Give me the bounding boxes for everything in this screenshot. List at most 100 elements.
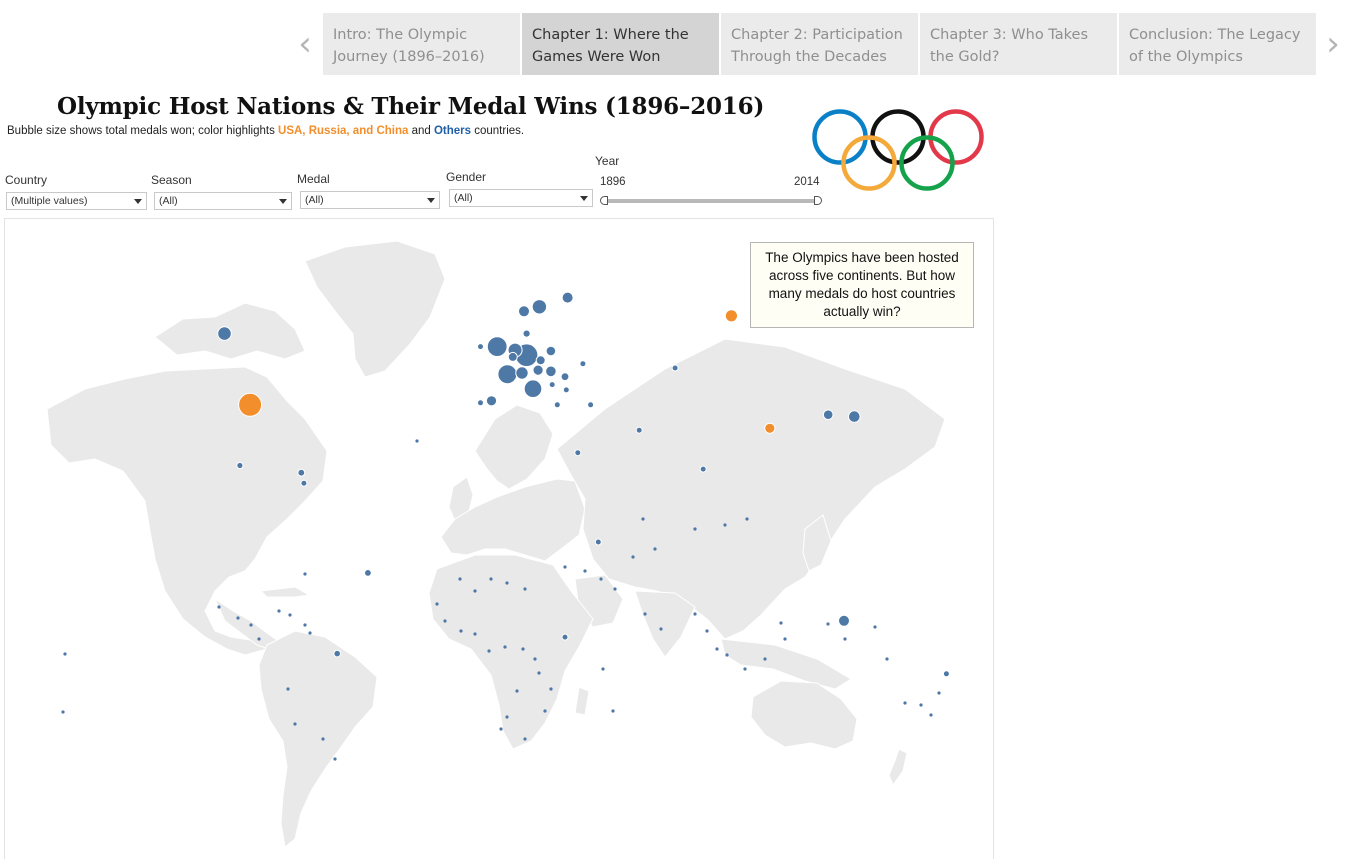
bubble-japan[interactable]: Japan xyxy=(848,410,861,423)
bubble-new-zealand[interactable]: New Zealand xyxy=(942,670,950,678)
map-panel[interactable]: USAGermanyUKFranceItalySwedenNetherlands… xyxy=(4,218,994,859)
country-point[interactable] xyxy=(743,667,747,671)
year-slider-max-handle[interactable] xyxy=(814,196,822,205)
country-point[interactable] xyxy=(583,569,587,573)
year-slider-min-handle[interactable] xyxy=(600,196,608,205)
next-story-point-icon[interactable]: › xyxy=(1326,24,1340,64)
bubble-sweden[interactable]: Sweden xyxy=(531,299,548,315)
bubble-usa[interactable]: USA xyxy=(238,392,263,417)
country-point[interactable] xyxy=(723,523,727,527)
country-point[interactable] xyxy=(277,609,281,613)
bubble-finland[interactable]: Finland xyxy=(561,291,574,304)
bubble-argentina[interactable]: Argentina xyxy=(333,649,342,658)
country-point[interactable] xyxy=(643,612,647,616)
bubble-india[interactable]: India xyxy=(699,465,707,473)
country-point[interactable] xyxy=(308,631,312,635)
country-point[interactable] xyxy=(523,587,527,591)
country-point[interactable] xyxy=(505,715,509,719)
bubble-turkey[interactable]: Turkey xyxy=(587,401,595,409)
country-point[interactable] xyxy=(937,691,941,695)
country-point[interactable] xyxy=(435,602,439,606)
bubble-russia[interactable]: Russia xyxy=(724,309,739,323)
bubble-cuba[interactable]: Cuba xyxy=(297,468,306,477)
country-point[interactable] xyxy=(257,637,261,641)
bubble-hungary[interactable]: Hungary xyxy=(545,365,557,378)
bubble-south-africa[interactable]: South Africa xyxy=(561,633,569,641)
country-point[interactable] xyxy=(249,623,253,627)
country-point[interactable] xyxy=(715,647,719,651)
country-point[interactable] xyxy=(499,727,503,731)
gender-filter-select[interactable]: (All) xyxy=(449,189,593,207)
bubble-ireland[interactable]: Ireland xyxy=(477,343,484,351)
bubble-portugal[interactable]: Portugal xyxy=(477,399,484,407)
country-point[interactable] xyxy=(505,581,509,585)
country-point[interactable] xyxy=(523,737,527,741)
country-point[interactable] xyxy=(515,689,519,693)
tab-chapter-1[interactable]: Chapter 1: Where the Games Were Won xyxy=(522,13,719,75)
season-filter-select[interactable]: (All) xyxy=(154,192,292,210)
country-point[interactable] xyxy=(61,710,65,714)
country-point[interactable] xyxy=(826,622,830,626)
bubble-belgium[interactable]: Belgium xyxy=(507,351,518,362)
country-point[interactable] xyxy=(443,619,447,623)
bubble-uk[interactable]: UK xyxy=(486,336,508,357)
country-point[interactable] xyxy=(489,577,493,581)
country-point[interactable] xyxy=(286,687,290,691)
bubble-egypt[interactable]: Egypt xyxy=(574,449,582,457)
country-point[interactable] xyxy=(293,722,297,726)
world-map[interactable]: USAGermanyUKFranceItalySwedenNetherlands… xyxy=(5,219,994,859)
bubble-canada[interactable]: Canada xyxy=(217,326,232,341)
country-point[interactable] xyxy=(779,621,783,625)
medal-filter-select[interactable]: (All) xyxy=(300,191,440,209)
bubble-spain[interactable]: Spain xyxy=(485,395,498,407)
country-point[interactable] xyxy=(653,547,657,551)
country-point[interactable] xyxy=(321,737,325,741)
bubble-iran[interactable]: Iran xyxy=(635,426,643,434)
country-point[interactable] xyxy=(487,649,491,653)
country-point[interactable] xyxy=(613,587,617,591)
country-point[interactable] xyxy=(693,612,697,616)
previous-story-point-icon[interactable]: ‹ xyxy=(298,24,312,64)
country-point[interactable] xyxy=(288,613,292,617)
bubble-poland[interactable]: Poland xyxy=(545,345,557,357)
country-point[interactable] xyxy=(459,629,463,633)
country-point[interactable] xyxy=(503,645,507,649)
country-point[interactable] xyxy=(745,517,749,521)
bubble-greece[interactable]: Greece xyxy=(553,401,561,409)
country-point[interactable] xyxy=(659,627,663,631)
country-point[interactable] xyxy=(543,709,547,713)
country-point[interactable] xyxy=(217,605,221,609)
bubble-mexico[interactable]: Mexico xyxy=(236,461,244,470)
tab-conclusion[interactable]: Conclusion: The Legacy of the Olympics xyxy=(1119,13,1316,75)
country-point[interactable] xyxy=(601,667,605,671)
bubble-denmark[interactable]: Denmark xyxy=(522,329,531,338)
bubble-czechia[interactable]: Czechia xyxy=(535,355,546,366)
bubble-switzerland[interactable]: Switzerland xyxy=(515,366,529,380)
country-point[interactable] xyxy=(473,632,477,636)
bubble-kenya[interactable]: Kenya xyxy=(594,538,602,546)
country-point[interactable] xyxy=(458,577,462,581)
country-point[interactable] xyxy=(473,589,477,593)
year-range-slider[interactable] xyxy=(604,199,818,203)
country-point[interactable] xyxy=(783,637,787,641)
country-point[interactable] xyxy=(333,757,337,761)
country-point[interactable] xyxy=(641,517,645,521)
tab-chapter-3[interactable]: Chapter 3: Who Takes the Gold? xyxy=(920,13,1117,75)
bubble-france[interactable]: France xyxy=(497,364,518,385)
tab-chapter-2[interactable]: Chapter 2: Participation Through the Dec… xyxy=(721,13,918,75)
country-point[interactable] xyxy=(903,701,907,705)
country-point[interactable] xyxy=(919,703,923,707)
bubble-jamaica[interactable]: Jamaica xyxy=(300,479,308,487)
country-point[interactable] xyxy=(236,616,240,620)
country-point[interactable] xyxy=(521,647,525,651)
country-point[interactable] xyxy=(303,572,307,576)
tab-intro[interactable]: Intro: The Olympic Journey (1896–2016) xyxy=(323,13,520,75)
country-point[interactable] xyxy=(611,709,615,713)
country-point[interactable] xyxy=(705,629,709,633)
bubble-italy[interactable]: Italy xyxy=(523,379,543,398)
country-point[interactable] xyxy=(533,657,537,661)
bubble-south-korea[interactable]: South Korea xyxy=(822,409,834,420)
country-point[interactable] xyxy=(537,671,541,675)
bubble-brazil[interactable]: Brazil xyxy=(364,569,372,577)
country-point[interactable] xyxy=(843,637,847,641)
